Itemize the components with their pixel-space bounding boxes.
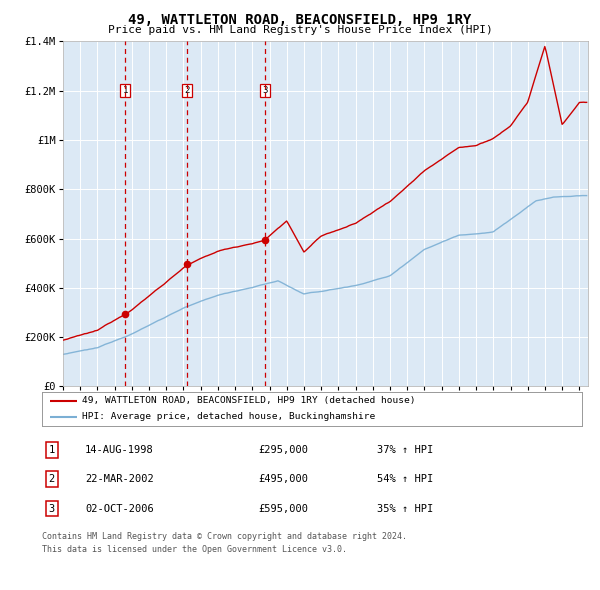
- Text: HPI: Average price, detached house, Buckinghamshire: HPI: Average price, detached house, Buck…: [83, 412, 376, 421]
- Text: 37% ↑ HPI: 37% ↑ HPI: [377, 445, 433, 455]
- Text: 1: 1: [49, 445, 55, 455]
- Text: 35% ↑ HPI: 35% ↑ HPI: [377, 504, 433, 513]
- Text: 3: 3: [263, 86, 268, 95]
- Text: Price paid vs. HM Land Registry's House Price Index (HPI): Price paid vs. HM Land Registry's House …: [107, 25, 493, 35]
- Text: £595,000: £595,000: [258, 504, 308, 513]
- Text: 49, WATTLETON ROAD, BEACONSFIELD, HP9 1RY: 49, WATTLETON ROAD, BEACONSFIELD, HP9 1R…: [128, 13, 472, 27]
- Text: This data is licensed under the Open Government Licence v3.0.: This data is licensed under the Open Gov…: [42, 545, 347, 554]
- Text: 22-MAR-2002: 22-MAR-2002: [85, 474, 154, 484]
- Text: 02-OCT-2006: 02-OCT-2006: [85, 504, 154, 513]
- Text: £495,000: £495,000: [258, 474, 308, 484]
- Text: 14-AUG-1998: 14-AUG-1998: [85, 445, 154, 455]
- Text: 2: 2: [49, 474, 55, 484]
- Text: 3: 3: [49, 504, 55, 513]
- Text: 54% ↑ HPI: 54% ↑ HPI: [377, 474, 433, 484]
- Text: £295,000: £295,000: [258, 445, 308, 455]
- Text: Contains HM Land Registry data © Crown copyright and database right 2024.: Contains HM Land Registry data © Crown c…: [42, 532, 407, 541]
- Text: 49, WATTLETON ROAD, BEACONSFIELD, HP9 1RY (detached house): 49, WATTLETON ROAD, BEACONSFIELD, HP9 1R…: [83, 396, 416, 405]
- Text: 2: 2: [185, 86, 190, 95]
- Text: 1: 1: [122, 86, 128, 95]
